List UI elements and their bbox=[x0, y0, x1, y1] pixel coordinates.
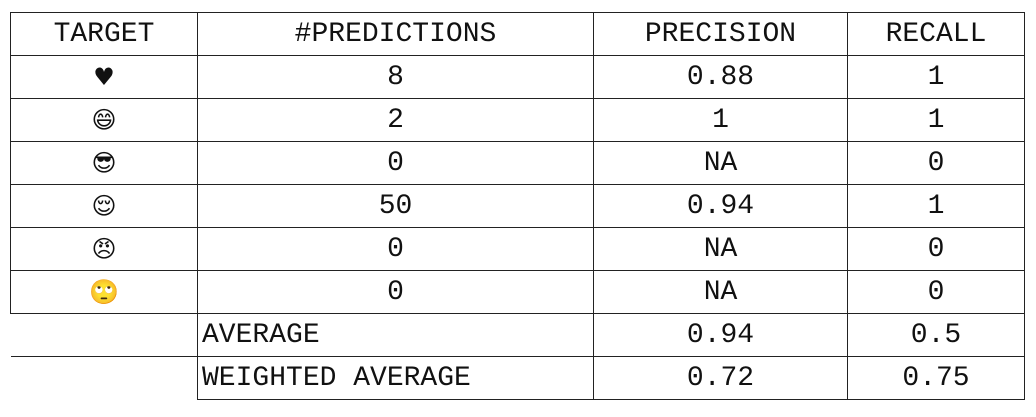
data-row: 😎 0 NA 0 bbox=[10, 141, 1025, 185]
metrics-table: TARGET #PREDICTIONS PRECISION RECALL ♥ 8 0.88 1… bbox=[10, 12, 1025, 400]
summary-cell: 0.72 bbox=[593, 356, 848, 400]
header-cell: RECALL bbox=[847, 12, 1025, 56]
header-cell: PRECISION bbox=[593, 12, 848, 56]
data-row: 😠 0 NA 0 bbox=[10, 227, 1025, 271]
summary-label: WEIGHTED AVERAGE bbox=[197, 356, 594, 400]
header-cell: TARGET bbox=[10, 12, 198, 56]
target-cell: 😎 bbox=[10, 141, 198, 185]
empty-cell bbox=[10, 356, 198, 400]
summary-row: AVERAGE 0.94 0.5 bbox=[10, 313, 1025, 357]
data-cell: 0 bbox=[847, 141, 1025, 185]
target-cell: 🙄 bbox=[10, 270, 198, 314]
data-cell: 8 bbox=[197, 55, 594, 99]
target-cell: ♥ bbox=[10, 55, 198, 99]
summary-row: WEIGHTED AVERAGE 0.72 0.75 bbox=[10, 356, 1025, 400]
summary-label: AVERAGE bbox=[197, 313, 594, 357]
data-row: 😄 2 1 1 bbox=[10, 98, 1025, 142]
data-cell: 0 bbox=[197, 270, 594, 314]
data-row: ♥ 8 0.88 1 bbox=[10, 55, 1025, 99]
data-cell: 1 bbox=[593, 98, 848, 142]
summary-cell: 0.94 bbox=[593, 313, 848, 357]
data-cell: 1 bbox=[847, 184, 1025, 228]
summary-cell: 0.75 bbox=[847, 356, 1025, 400]
data-row: 🙄 0 NA 0 bbox=[10, 270, 1025, 314]
data-row: 😌 50 0.94 1 bbox=[10, 184, 1025, 228]
target-cell: 😄 bbox=[10, 98, 198, 142]
data-cell: 0 bbox=[197, 141, 594, 185]
summary-cell: 0.5 bbox=[847, 313, 1025, 357]
target-cell: 😠 bbox=[10, 227, 198, 271]
data-cell: 50 bbox=[197, 184, 594, 228]
data-cell: 0 bbox=[847, 270, 1025, 314]
data-cell: 1 bbox=[847, 98, 1025, 142]
data-cell: 2 bbox=[197, 98, 594, 142]
target-cell: 😌 bbox=[10, 184, 198, 228]
data-cell: NA bbox=[593, 227, 848, 271]
data-cell: 0 bbox=[197, 227, 594, 271]
data-cell: NA bbox=[593, 141, 848, 185]
data-cell: NA bbox=[593, 270, 848, 314]
header-cell: #PREDICTIONS bbox=[197, 12, 594, 56]
data-cell: 0 bbox=[847, 227, 1025, 271]
empty-cell bbox=[10, 313, 198, 357]
data-cell: 1 bbox=[847, 55, 1025, 99]
header-row: TARGET #PREDICTIONS PRECISION RECALL bbox=[10, 12, 1025, 56]
data-cell: 0.88 bbox=[593, 55, 848, 99]
data-cell: 0.94 bbox=[593, 184, 848, 228]
